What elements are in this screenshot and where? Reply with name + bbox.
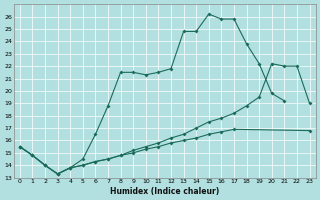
X-axis label: Humidex (Indice chaleur): Humidex (Indice chaleur) (110, 187, 219, 196)
